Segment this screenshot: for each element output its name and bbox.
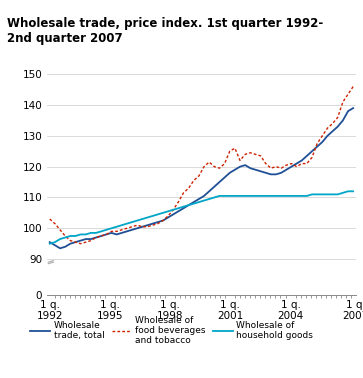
Text: Wholesale trade, price index. 1st quarter 1992-
2nd quarter 2007: Wholesale trade, price index. 1st quarte… [7, 17, 323, 45]
Legend: Wholesale
trade, total, Wholesale of
food beverages
and tobacco, Wholesale of
ho: Wholesale trade, total, Wholesale of foo… [30, 316, 313, 345]
